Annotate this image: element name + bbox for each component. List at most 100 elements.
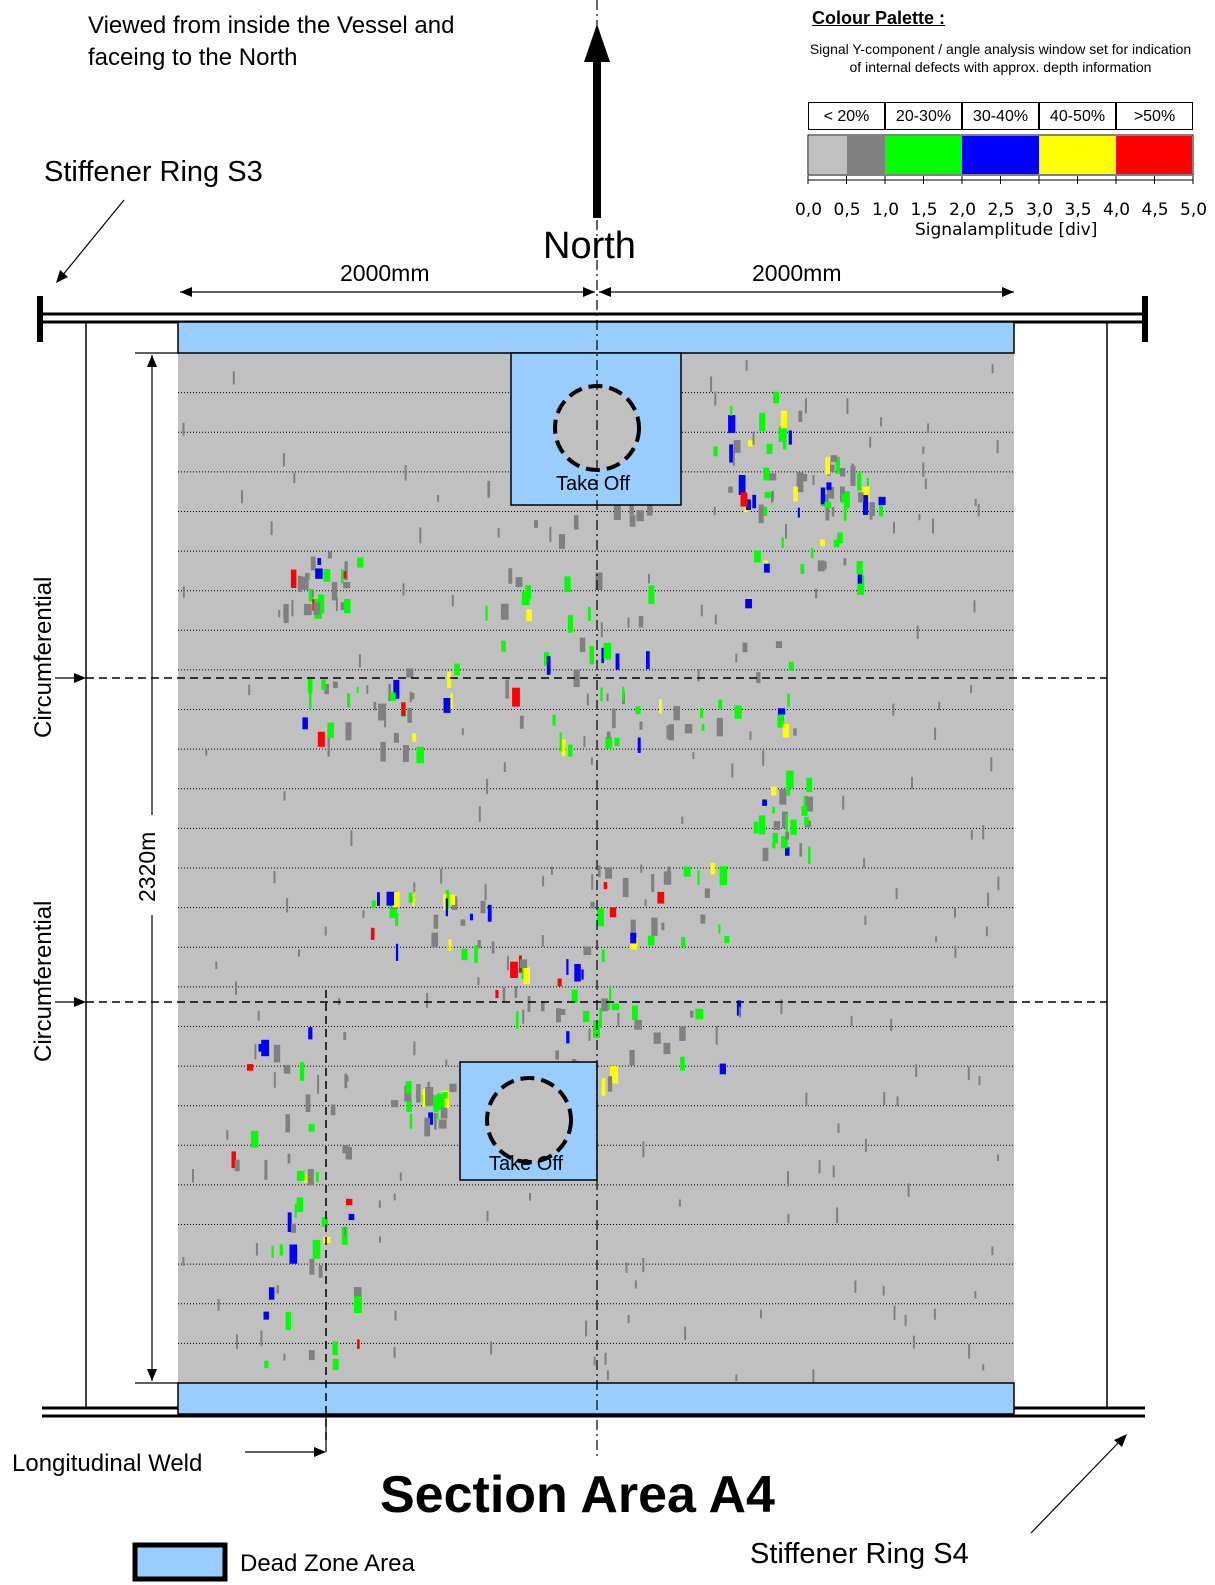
indication-mark <box>273 1044 281 1063</box>
indication-mark <box>419 527 422 544</box>
indication-mark <box>904 1314 907 1326</box>
indication-mark <box>690 1010 694 1018</box>
indication-mark <box>409 691 412 702</box>
indication-mark <box>555 1050 559 1060</box>
indication-mark <box>182 422 185 436</box>
indication-mark <box>234 1159 240 1172</box>
indication-mark <box>416 746 424 764</box>
indication-mark <box>788 430 792 445</box>
indication-mark <box>668 724 674 741</box>
indication-mark <box>461 948 468 961</box>
ring-bottom-label: Stiffener Ring S4 <box>750 1538 969 1570</box>
indication-mark <box>862 486 870 503</box>
indication-mark <box>412 733 417 742</box>
indication-mark <box>273 1072 276 1088</box>
indication-mark <box>393 732 399 743</box>
indication-mark <box>864 1138 867 1152</box>
indication-mark <box>401 702 406 716</box>
indication-mark <box>683 866 691 877</box>
indication-mark <box>399 1172 402 1181</box>
indication-mark <box>629 515 636 527</box>
indication-mark <box>734 705 742 719</box>
indication-mark <box>700 708 704 718</box>
indication-mark <box>916 625 919 639</box>
indication-mark <box>353 1296 362 1313</box>
height-label: 2320m <box>134 831 160 902</box>
indication-mark <box>612 708 616 729</box>
indication-mark <box>764 491 771 499</box>
indication-mark <box>317 1074 320 1094</box>
indication-mark <box>763 563 770 573</box>
indication-mark <box>593 1356 596 1366</box>
indication-mark <box>283 606 286 618</box>
indication-mark <box>695 1008 704 1020</box>
indication-mark <box>793 486 798 502</box>
indication-mark <box>285 1114 291 1133</box>
indication-mark <box>526 609 532 621</box>
indication-mark <box>241 490 243 504</box>
indication-mark <box>605 737 613 749</box>
indication-mark <box>599 1008 602 1028</box>
indication-mark <box>254 1043 257 1060</box>
indication-mark <box>350 830 353 846</box>
indication-mark <box>831 507 835 517</box>
indication-mark <box>309 1258 315 1275</box>
indication-mark <box>679 1026 686 1041</box>
palette-tick-label: 2,0 <box>949 200 977 220</box>
indication-mark <box>911 776 913 789</box>
indication-mark <box>892 703 895 716</box>
indication-mark <box>772 832 778 844</box>
indication-mark <box>614 737 620 747</box>
indication-mark <box>405 1081 412 1094</box>
indication-mark <box>785 814 788 834</box>
indication-mark <box>323 569 331 582</box>
depth-bin-4: 40-50% <box>1039 102 1116 130</box>
indication-mark <box>786 770 794 789</box>
indication-mark <box>246 1064 254 1071</box>
indication-mark <box>389 901 397 919</box>
indication-mark <box>780 410 787 429</box>
indication-mark <box>833 539 840 548</box>
indication-mark <box>487 904 492 922</box>
indication-mark <box>808 846 811 864</box>
indication-mark <box>846 398 849 415</box>
indication-mark <box>357 1339 360 1349</box>
indication-mark <box>922 446 925 454</box>
indication-mark <box>790 819 797 835</box>
indication-mark <box>991 1246 994 1256</box>
indication-mark <box>235 981 237 995</box>
indication-mark <box>758 504 764 524</box>
width-dimension-left <box>180 287 595 297</box>
indication-mark <box>805 796 813 812</box>
indication-mark <box>377 892 380 906</box>
indication-mark <box>557 978 562 987</box>
indication-mark <box>357 557 364 568</box>
indication-mark <box>927 423 930 434</box>
indication-mark <box>300 576 309 590</box>
indication-mark <box>540 1001 545 1012</box>
indication-mark <box>729 444 734 463</box>
indication-mark <box>315 568 323 579</box>
indication-mark <box>412 893 415 907</box>
indication-mark <box>777 714 784 728</box>
indication-mark <box>258 1044 266 1052</box>
indication-mark <box>316 1172 319 1183</box>
indication-mark <box>480 900 486 914</box>
indication-mark <box>799 843 803 857</box>
indication-mark <box>308 1027 313 1040</box>
indication-mark <box>648 585 655 604</box>
indication-mark <box>585 1320 588 1337</box>
height-dimension <box>135 352 178 1384</box>
indication-mark <box>571 989 578 1003</box>
indication-mark <box>719 866 727 885</box>
indication-mark <box>678 1199 681 1207</box>
palette-tick-label: 1,5 <box>910 200 938 220</box>
indication-mark <box>766 443 773 454</box>
indication-mark <box>508 568 513 584</box>
indication-mark <box>490 1341 493 1355</box>
indication-mark <box>443 698 451 713</box>
indication-mark <box>370 927 375 940</box>
indication-mark <box>491 941 495 954</box>
indication-mark <box>287 1153 291 1164</box>
indication-mark <box>290 569 297 588</box>
